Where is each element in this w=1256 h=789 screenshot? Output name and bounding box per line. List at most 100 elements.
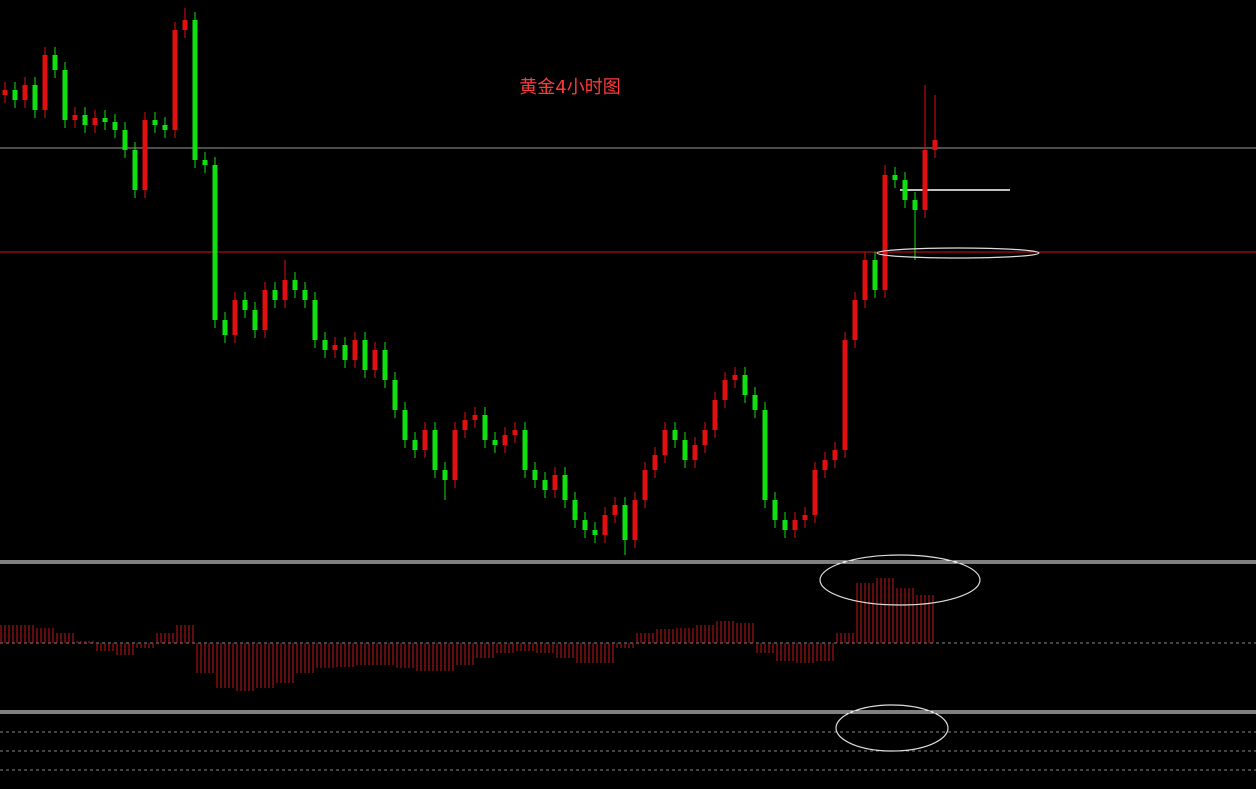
candle-body bbox=[682, 440, 688, 460]
candle-body bbox=[72, 115, 78, 120]
candle-body bbox=[642, 470, 648, 500]
candle-body bbox=[852, 300, 858, 340]
candle-body bbox=[662, 430, 668, 455]
candle-body bbox=[892, 175, 898, 180]
candle-body bbox=[322, 340, 328, 350]
candle-body bbox=[262, 290, 268, 330]
candle-body bbox=[112, 122, 118, 130]
candle-body bbox=[532, 470, 538, 480]
candle-body bbox=[652, 455, 658, 470]
candle-body bbox=[32, 85, 38, 110]
candle-body bbox=[212, 165, 218, 320]
candle-body bbox=[782, 520, 788, 530]
candle-body bbox=[812, 470, 818, 515]
annotation-ellipse bbox=[876, 247, 1040, 259]
candle-body bbox=[302, 290, 308, 300]
candle-body bbox=[792, 520, 798, 530]
candle-body bbox=[562, 475, 568, 500]
candle-body bbox=[752, 395, 758, 410]
candle-body bbox=[192, 20, 198, 160]
candle-body bbox=[492, 440, 498, 445]
candle-body bbox=[182, 20, 188, 30]
candle-body bbox=[542, 480, 548, 490]
candle-body bbox=[142, 120, 148, 190]
candle-body bbox=[82, 115, 88, 125]
candle-body bbox=[732, 375, 738, 380]
candle-body bbox=[472, 415, 478, 420]
candle-body bbox=[692, 445, 698, 460]
candle-body bbox=[452, 430, 458, 480]
candle-body bbox=[12, 90, 18, 100]
candle-body bbox=[932, 140, 938, 150]
candle-body bbox=[632, 500, 638, 540]
candle-body bbox=[582, 520, 588, 530]
candle-body bbox=[312, 300, 318, 340]
candle-body bbox=[132, 150, 138, 190]
candle-body bbox=[592, 530, 598, 535]
candle-body bbox=[512, 430, 518, 435]
candle-body bbox=[822, 460, 828, 470]
annotation-ellipse bbox=[835, 704, 949, 752]
candle-body bbox=[602, 515, 608, 535]
candle-body bbox=[92, 118, 98, 125]
candle-body bbox=[762, 410, 768, 500]
candle-body bbox=[242, 300, 248, 310]
candle-body bbox=[22, 85, 28, 100]
candle-body bbox=[832, 450, 838, 460]
candle-body bbox=[102, 118, 108, 122]
candle-body bbox=[712, 400, 718, 430]
candle-body bbox=[442, 470, 448, 480]
candle-body bbox=[62, 70, 68, 120]
candle-body bbox=[292, 280, 298, 290]
candle-body bbox=[902, 180, 908, 200]
candle-body bbox=[52, 55, 58, 70]
candle-body bbox=[432, 430, 438, 470]
candle-body bbox=[802, 515, 808, 520]
candle-body bbox=[382, 350, 388, 380]
candle-body bbox=[222, 320, 228, 335]
candle-body bbox=[172, 30, 178, 130]
candle-body bbox=[882, 175, 888, 290]
candle-body bbox=[552, 475, 558, 490]
candle-body bbox=[392, 380, 398, 410]
candle-body bbox=[282, 280, 288, 300]
candle-body bbox=[332, 345, 338, 350]
candle-body bbox=[872, 260, 878, 290]
candle-body bbox=[272, 290, 278, 300]
candle-body bbox=[252, 310, 258, 330]
candle-body bbox=[742, 375, 748, 395]
chart-title: 黄金4小时图 bbox=[519, 77, 620, 98]
candle-body bbox=[612, 505, 618, 515]
candle-body bbox=[2, 90, 8, 95]
candle-body bbox=[922, 150, 928, 210]
candle-body bbox=[342, 345, 348, 360]
candle-body bbox=[672, 430, 678, 440]
candle-body bbox=[462, 420, 468, 430]
candle-body bbox=[482, 415, 488, 440]
candle-body bbox=[722, 380, 728, 400]
candle-body bbox=[422, 430, 428, 450]
candle-body bbox=[842, 340, 848, 450]
candle-body bbox=[622, 505, 628, 540]
candle-body bbox=[772, 500, 778, 520]
candle-body bbox=[502, 435, 508, 445]
candle-body bbox=[702, 430, 708, 445]
candle-body bbox=[862, 260, 868, 300]
candle-body bbox=[522, 430, 528, 470]
candle-body bbox=[572, 500, 578, 520]
candle-body bbox=[232, 300, 238, 335]
candle-body bbox=[152, 120, 158, 125]
candle-body bbox=[122, 130, 128, 150]
candle-body bbox=[362, 340, 368, 370]
annotation-ellipse bbox=[819, 554, 981, 606]
candle-body bbox=[402, 410, 408, 440]
candle-body bbox=[912, 200, 918, 210]
candle-body bbox=[42, 55, 48, 110]
candle-body bbox=[202, 160, 208, 165]
candle-body bbox=[352, 340, 358, 360]
candle-body bbox=[162, 125, 168, 130]
marks bbox=[0, 8, 1256, 771]
candle-body bbox=[412, 440, 418, 450]
